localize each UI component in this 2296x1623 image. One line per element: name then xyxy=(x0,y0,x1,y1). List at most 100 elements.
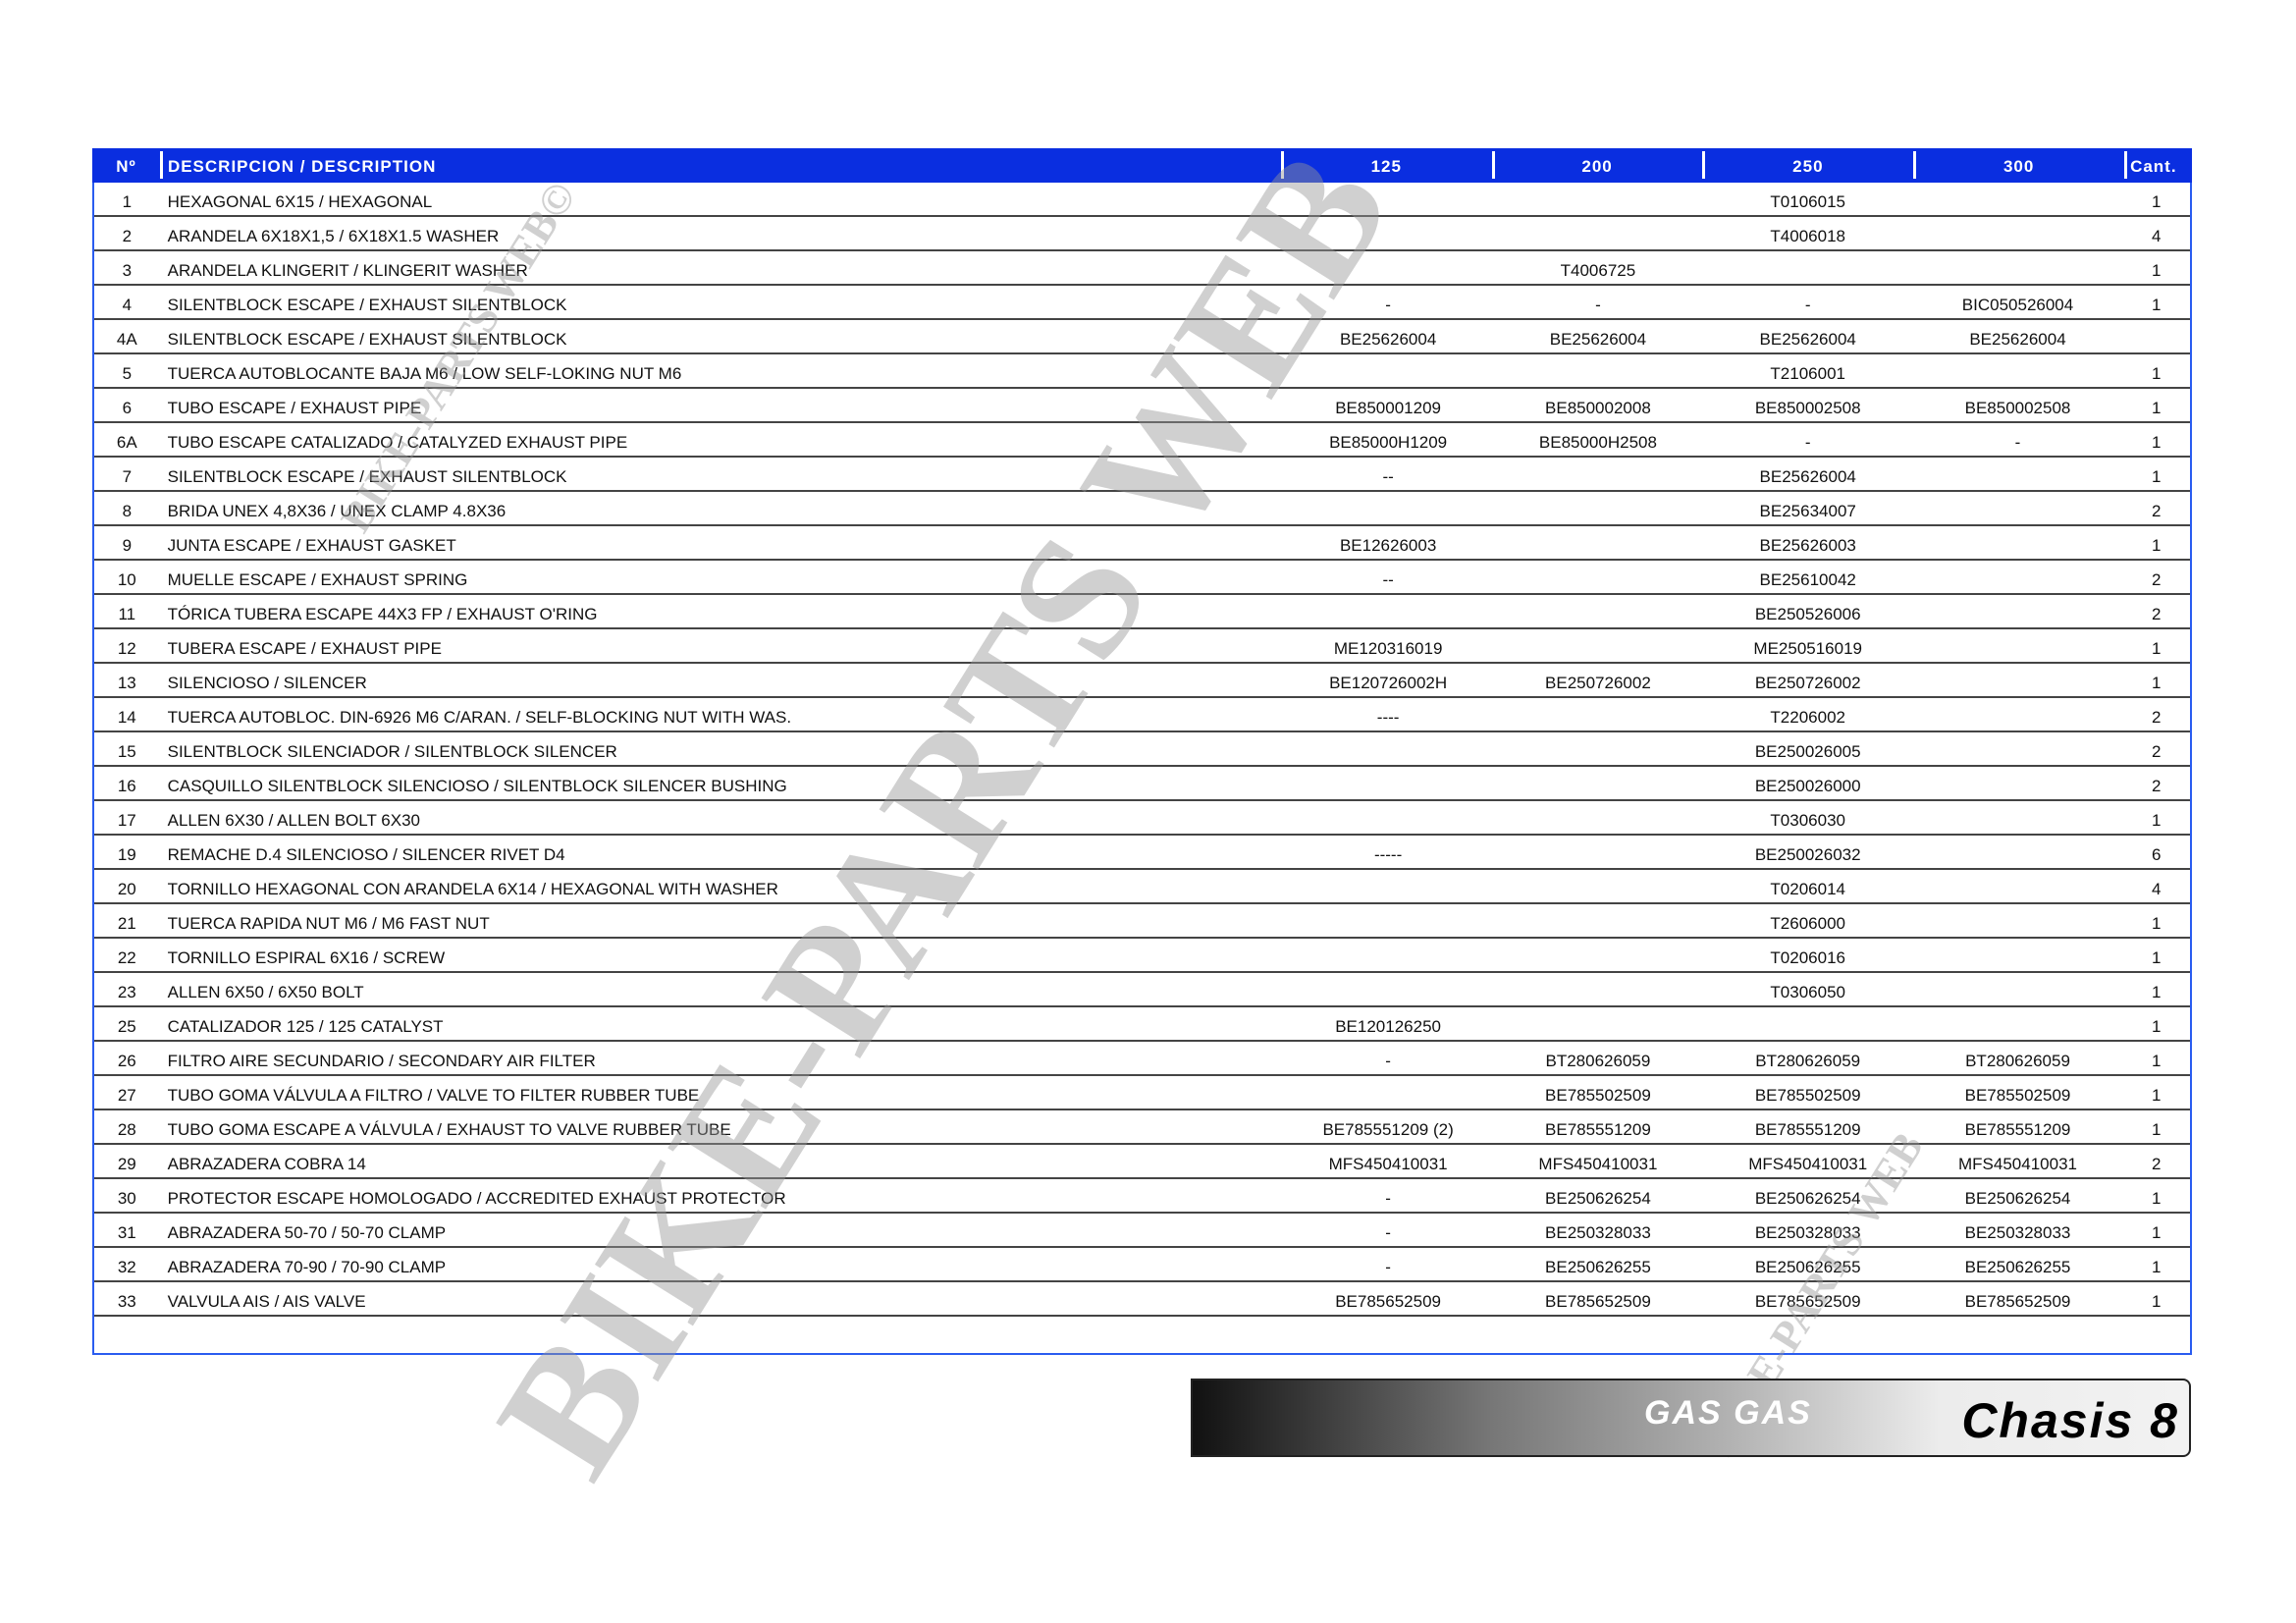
cell-description: SILENTBLOCK ESCAPE / EXHAUST SILENTBLOCK xyxy=(167,330,567,349)
cell-number: 5 xyxy=(122,364,133,383)
table-row: 4A SILENTBLOCK ESCAPE / EXHAUST SILENTBLO… xyxy=(94,320,2190,354)
table-row: 16 CASQUILLO SILENTBLOCK SILENCIOSO / SIL… xyxy=(94,767,2190,801)
cell-description: TORNILLO ESPIRAL 6X16 / SCREW xyxy=(167,948,446,967)
cell-quantity: 1 xyxy=(2151,364,2162,383)
cell-part-125: - xyxy=(1385,296,1391,314)
cell-number: 15 xyxy=(117,742,136,761)
cell-number: 16 xyxy=(117,777,136,795)
cell-number: 8 xyxy=(122,502,133,520)
cell-part-250: T0206016 xyxy=(1770,948,1845,967)
cell-part-125: ----- xyxy=(1373,845,1403,864)
table-row: 14 TUERCA AUTOBLOC. DIN-6926 M6 C/ARAN. /… xyxy=(94,698,2190,732)
table-header: Nº DESCRIPCION / DESCRIPTION 125 200 250… xyxy=(92,148,2192,183)
header-125: 125 xyxy=(1280,148,1492,183)
cell-part-250: T2206002 xyxy=(1770,708,1845,727)
cell-quantity: 1 xyxy=(2151,467,2162,486)
cell-description: SILENTBLOCK ESCAPE / EXHAUST SILENTBLOCK xyxy=(167,296,567,314)
cell-quantity: 4 xyxy=(2151,227,2162,245)
cell-part-125: MFS450410031 xyxy=(1328,1155,1448,1173)
cell-description: TUBERA ESCAPE / EXHAUST PIPE xyxy=(167,639,442,658)
cell-description: MUELLE ESCAPE / EXHAUST SPRING xyxy=(167,570,468,589)
cell-part-200: BE850002008 xyxy=(1545,399,1651,417)
cell-part-250: T0306050 xyxy=(1770,983,1845,1001)
cell-part-125: BE785652509 xyxy=(1335,1292,1441,1311)
table-row: 28 TUBO GOMA ESCAPE A VÁLVULA / EXHAUST T… xyxy=(94,1110,2190,1145)
cell-description: SILENCIOSO / SILENCER xyxy=(167,674,367,692)
table-row: 19 REMACHE D.4 SILENCIOSO / SILENCER RIVE… xyxy=(94,836,2190,870)
cell-part-300: BE850002508 xyxy=(1964,399,2071,417)
cell-number: 22 xyxy=(117,948,136,967)
cell-part-300: BT280626059 xyxy=(1965,1052,2070,1070)
cell-quantity: 1 xyxy=(2151,1086,2162,1105)
cell-description: ARANDELA 6X18X1,5 / 6X18X1.5 WASHER xyxy=(167,227,500,245)
header-200: 200 xyxy=(1491,148,1703,183)
cell-number: 9 xyxy=(122,536,133,555)
cell-description: TUBO ESCAPE / EXHAUST PIPE xyxy=(167,399,422,417)
cell-part-250: ME250516019 xyxy=(1753,639,1862,658)
cell-part-200: BE785652509 xyxy=(1545,1292,1651,1311)
cell-description: ALLEN 6X30 / ALLEN BOLT 6X30 xyxy=(167,811,420,830)
table-row: 20 TORNILLO HEXAGONAL CON ARANDELA 6X14 /… xyxy=(94,870,2190,904)
cell-part-300: BE250328033 xyxy=(1964,1223,2071,1242)
cell-quantity: 1 xyxy=(2151,1120,2162,1139)
cell-part-250: BE250026032 xyxy=(1754,845,1861,864)
cell-number: 27 xyxy=(117,1086,136,1105)
brand-logo: GAS GAS xyxy=(1644,1394,1812,1432)
parts-table: Nº DESCRIPCION / DESCRIPTION 125 200 250… xyxy=(92,148,2192,1355)
cell-number: 32 xyxy=(117,1258,136,1276)
cell-part-300: BE250626255 xyxy=(1964,1258,2071,1276)
cell-number: 33 xyxy=(117,1292,136,1311)
cell-part-250: BE250328033 xyxy=(1754,1223,1861,1242)
cell-part-250: BE250626254 xyxy=(1754,1189,1861,1208)
header-quantity: Cant. xyxy=(2124,148,2192,183)
cell-number: 6A xyxy=(116,433,137,452)
cell-number: 23 xyxy=(117,983,136,1001)
cell-part-250: T4006018 xyxy=(1770,227,1845,245)
table-row: 2 ARANDELA 6X18X1,5 / 6X18X1.5 WASHER T400… xyxy=(94,217,2190,251)
table-row: 30 PROTECTOR ESCAPE HOMOLOGADO / ACCREDIT… xyxy=(94,1179,2190,1214)
cell-part-250: BE25626003 xyxy=(1759,536,1856,555)
cell-part-300: BE785652509 xyxy=(1964,1292,2071,1311)
cell-quantity: 1 xyxy=(2151,914,2162,933)
table-row: 6 TUBO ESCAPE / EXHAUST PIPE BE850001209 BE… xyxy=(94,389,2190,423)
cell-part-250: BE785652509 xyxy=(1754,1292,1861,1311)
cell-part-125: - xyxy=(1385,1258,1391,1276)
cell-quantity: 4 xyxy=(2151,880,2162,898)
cell-part-250: BE25634007 xyxy=(1759,502,1856,520)
cell-part-300: BE785502509 xyxy=(1964,1086,2071,1105)
header-description: DESCRIPCION / DESCRIPTION xyxy=(159,148,1281,183)
cell-part-200: MFS450410031 xyxy=(1538,1155,1658,1173)
cell-number: 19 xyxy=(117,845,136,864)
cell-quantity: 1 xyxy=(2151,639,2162,658)
cell-part-250: BE785551209 xyxy=(1754,1120,1861,1139)
cell-part-125: BE120726002H xyxy=(1329,674,1448,692)
cell-part-125: - xyxy=(1385,1052,1391,1070)
cell-description: HEXAGONAL 6X15 / HEXAGONAL xyxy=(167,192,433,211)
cell-quantity: 1 xyxy=(2151,948,2162,967)
table-row: 23 ALLEN 6X50 / 6X50 BOLT T0306050 1 xyxy=(94,973,2190,1007)
cell-part-250: - xyxy=(1804,296,1811,314)
cell-quantity: 2 xyxy=(2151,777,2162,795)
cell-number: 4A xyxy=(116,330,137,349)
cell-part-125: ---- xyxy=(1376,708,1400,727)
cell-part-300: BE785551209 xyxy=(1964,1120,2071,1139)
table-row: 8 BRIDA UNEX 4,8X36 / UNEX CLAMP 4.8X36 BE… xyxy=(94,492,2190,526)
cell-description: TUBO ESCAPE CATALIZADO / CATALYZED EXHAU… xyxy=(167,433,628,452)
cell-description: CASQUILLO SILENTBLOCK SILENCIOSO / SILEN… xyxy=(167,777,787,795)
cell-part-200: BE250726002 xyxy=(1545,674,1651,692)
cell-description: ALLEN 6X50 / 6X50 BOLT xyxy=(167,983,364,1001)
table-row: 22 TORNILLO ESPIRAL 6X16 / SCREW T0206016 1 xyxy=(94,939,2190,973)
cell-number: 20 xyxy=(117,880,136,898)
cell-quantity: 1 xyxy=(2151,1052,2162,1070)
cell-number: 25 xyxy=(117,1017,136,1036)
cell-part-200: BE785502509 xyxy=(1545,1086,1651,1105)
cell-part-250: T2606000 xyxy=(1770,914,1845,933)
cell-quantity: 6 xyxy=(2151,845,2162,864)
table-row: 25 CATALIZADOR 125 / 125 CATALYST BE120126… xyxy=(94,1007,2190,1042)
cell-part-125: - xyxy=(1385,1189,1391,1208)
table-row: 31 ABRAZADERA 50-70 / 50-70 CLAMP - BE25032… xyxy=(94,1214,2190,1248)
table-row: 10 MUELLE ESCAPE / EXHAUST SPRING -- BE2561… xyxy=(94,561,2190,595)
cell-quantity: 2 xyxy=(2151,605,2162,623)
cell-description: VALVULA AIS / AIS VALVE xyxy=(167,1292,366,1311)
cell-description: ABRAZADERA COBRA 14 xyxy=(167,1155,366,1173)
